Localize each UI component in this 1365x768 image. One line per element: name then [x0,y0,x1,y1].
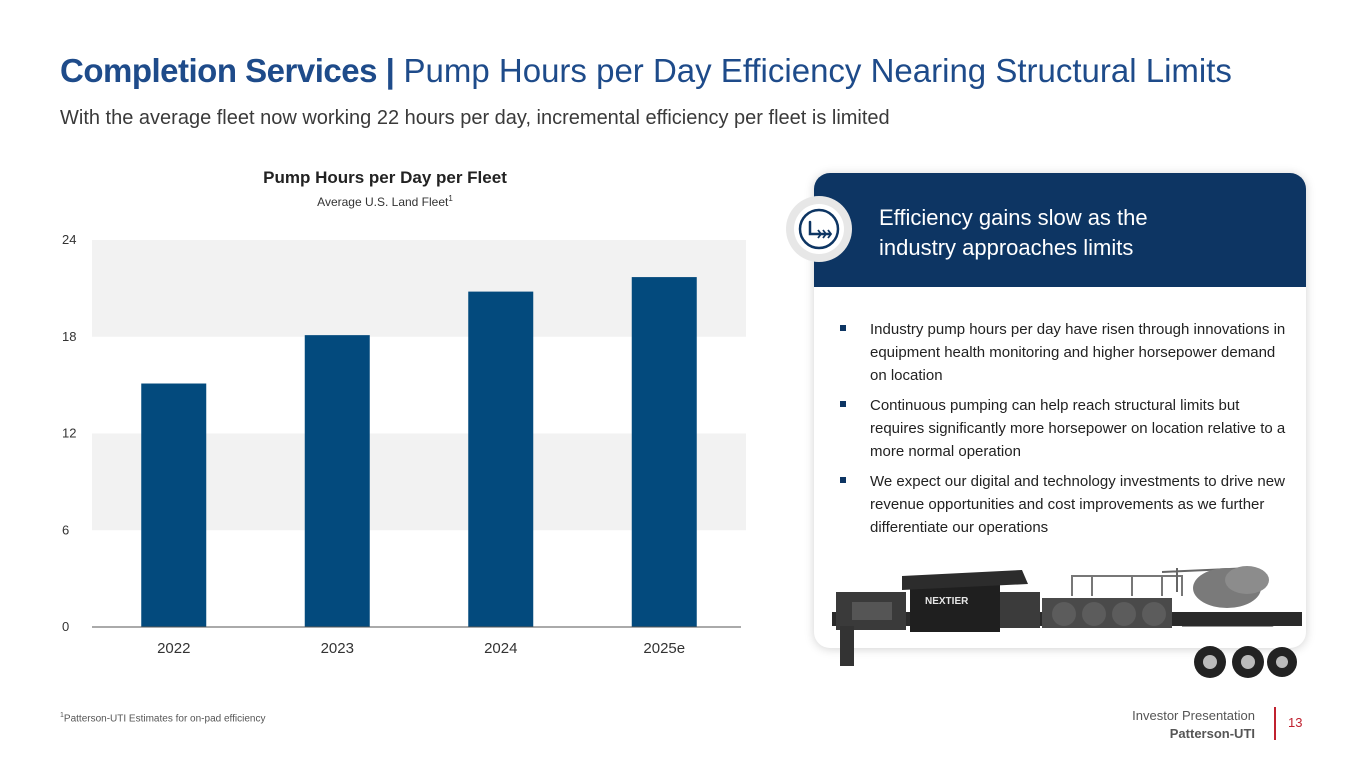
bullet-square-icon [840,477,846,483]
y-tick-label: 0 [62,619,69,634]
bar-2022 [141,383,207,627]
y-tick-label: 24 [62,232,76,247]
bullet-square-icon [840,325,846,331]
truck-brand-label: NEXTIER [925,596,969,607]
title-topic: Pump Hours per Day Efficiency Nearing St… [403,52,1232,89]
chart-bars [141,277,697,627]
y-axis-ticks: 0 6 12 18 24 [62,232,76,634]
chart-subtitle: Average U.S. Land Fleet1 [160,194,610,209]
title-section: Completion Services | [60,52,395,89]
card-heading: Efficiency gains slow as the industry ap… [879,205,1148,260]
bar-chart: 0 6 12 18 24 2022 2023 2024 2025e [62,232,746,657]
y-tick-label: 6 [62,522,69,537]
x-tick-label: 2022 [157,640,190,657]
page-number: 13 [1288,715,1303,730]
footer-divider [1274,707,1276,740]
bar-2024 [468,291,534,627]
bullet-text: Industry pump hours per day have risen t… [870,321,1286,384]
footer-company-label: Patterson-UTI [1169,726,1255,741]
page-subtitle: With the average fleet now working 22 ho… [60,107,890,129]
chart-subtitle-text: Average U.S. Land Fleet [317,195,449,209]
pump-icon [798,208,840,250]
chart-title: Pump Hours per Day per Fleet [263,168,507,187]
bar-2025e [631,277,697,627]
card-header: Efficiency gains slow as the industry ap… [814,173,1306,287]
x-axis-ticks: 2022 2023 2024 2025e [157,640,685,657]
bar-2023 [304,335,370,627]
x-tick-label: 2023 [321,640,354,657]
bullet-item: Industry pump hours per day have risen t… [836,318,1291,387]
bullet-item: We expect our digital and technology inv… [836,470,1291,539]
footnote-text: Patterson-UTI Estimates for on-pad effic… [63,713,266,725]
card-bullet-list: Industry pump hours per day have risen t… [836,318,1291,546]
y-tick-label: 18 [62,329,76,344]
bullet-square-icon [840,401,846,407]
chart-subtitle-footnote-ref: 1 [448,194,453,203]
footnote-ref: 1 [60,712,64,719]
footer-presentation-label: Investor Presentation [1132,708,1255,723]
pump-icon-background [794,204,844,254]
y-tick-label: 12 [62,426,76,441]
bullet-item: Continuous pumping can help reach struct… [836,394,1291,463]
x-tick-label: 2025e [643,640,685,657]
x-tick-label: 2024 [484,640,517,657]
bullet-text: Continuous pumping can help reach struct… [870,397,1286,460]
footnote: 1Patterson-UTI Estimates for on-pad effi… [60,712,265,724]
pump-icon-badge [786,196,852,262]
frac-truck-image: NEXTIER [832,566,1302,678]
page-title: Completion Services | Pump Hours per Day… [60,52,1232,90]
bullet-text: We expect our digital and technology inv… [870,473,1285,536]
